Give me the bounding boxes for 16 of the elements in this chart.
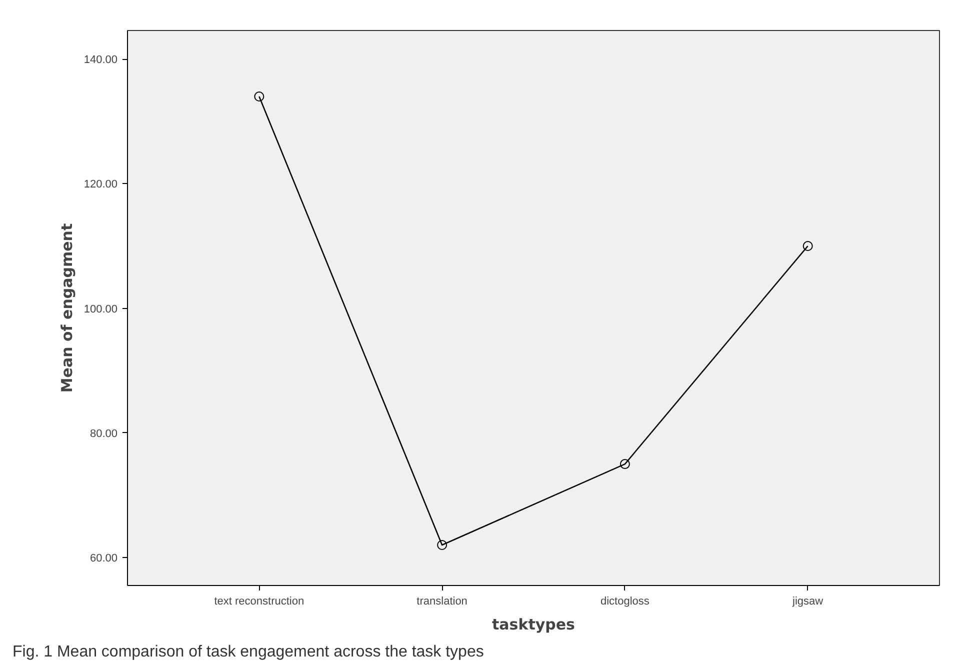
x-tick-label: jigsaw: [792, 596, 824, 608]
y-axis-title: Mean of engagment: [58, 223, 76, 393]
point: [437, 540, 448, 550]
y-tick-label: 140.00: [84, 54, 118, 66]
x-tick-label: dictogloss: [600, 596, 650, 608]
x-axis-title: tasktypes: [492, 616, 576, 634]
point: [802, 241, 813, 252]
caption: Fig. 1 Mean comparison of task engagement across the task types: [12, 644, 484, 660]
y-tick-label: 60.00: [90, 552, 118, 564]
y-tick-label: 120.00: [84, 178, 118, 191]
y-tick-label: 100.00: [84, 303, 118, 316]
point: [620, 459, 630, 470]
y-tick-label: 80.00: [90, 428, 118, 440]
point: [254, 92, 264, 102]
x-tick-label: text reconstruction: [214, 596, 304, 608]
x-tick-label: translation: [416, 596, 468, 608]
